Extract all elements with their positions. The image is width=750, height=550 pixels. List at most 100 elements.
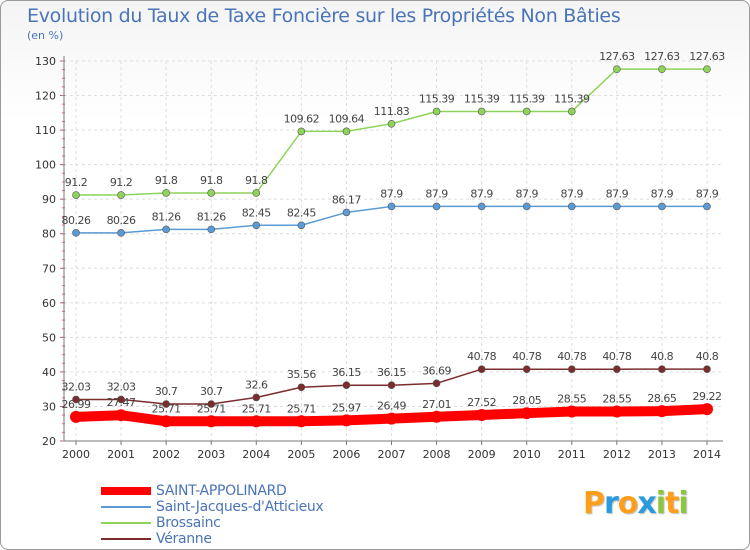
data-point — [342, 208, 351, 217]
data-point — [342, 381, 351, 390]
data-point — [475, 409, 488, 422]
data-point — [160, 415, 173, 428]
data-label: 127.63 — [599, 50, 635, 63]
data-label: 36.15 — [332, 366, 361, 379]
chart-subtitle: (en %) — [27, 29, 64, 42]
legend-label: Brossainc — [156, 515, 221, 531]
data-label: 111.83 — [374, 105, 410, 118]
data-point — [703, 202, 711, 211]
y-tick-label: 50 — [42, 331, 56, 344]
data-label: 30.7 — [200, 385, 223, 398]
data-point — [70, 410, 82, 423]
data-point — [610, 405, 623, 418]
data-point — [207, 400, 216, 408]
data-point — [703, 65, 711, 73]
x-tick-label: 2005 — [287, 448, 315, 461]
data-point — [613, 65, 621, 73]
data-point — [117, 395, 125, 404]
data-label: 115.39 — [509, 92, 545, 105]
y-tick-label: 70 — [42, 262, 56, 275]
data-label: 27.47 — [107, 396, 136, 409]
data-point — [205, 415, 218, 428]
x-tick-label: 2001 — [107, 448, 135, 461]
x-tick-label: 2004 — [242, 448, 270, 461]
data-label: 27.52 — [467, 396, 496, 409]
data-point — [567, 202, 576, 211]
x-tick-label: 2014 — [693, 448, 721, 461]
data-label: 91.2 — [110, 176, 133, 189]
data-label: 28.05 — [512, 394, 541, 407]
data-point — [115, 409, 128, 422]
x-tick-label: 2012 — [603, 448, 631, 461]
data-label: 127.63 — [644, 50, 680, 63]
data-label: 28.55 — [602, 392, 631, 405]
legend-swatch — [101, 538, 151, 540]
axes: 20 30 40 50 60 70 80 90 100 110 120 130 2000 2001 2002… — [35, 55, 723, 461]
data-point — [207, 189, 216, 197]
data-label: 87.9 — [561, 187, 584, 200]
y-tick-label: 40 — [42, 366, 56, 379]
data-label: 25.71 — [242, 402, 271, 415]
data-point — [342, 127, 351, 136]
data-label: 36.15 — [377, 366, 406, 379]
data-label: 91.8 — [155, 174, 178, 187]
data-point — [567, 365, 576, 374]
x-tick-label: 2009 — [468, 448, 496, 461]
data-point — [658, 202, 666, 211]
data-point — [117, 229, 125, 237]
data-point — [385, 412, 398, 425]
y-tick-label: 60 — [42, 297, 56, 310]
data-label: 109.64 — [329, 112, 365, 125]
x-tick-label: 2006 — [332, 448, 360, 461]
data-point — [477, 107, 486, 116]
data-label: 91.8 — [245, 174, 268, 187]
data-point — [432, 379, 441, 388]
data-label: 25.97 — [332, 401, 361, 414]
data-point — [701, 403, 713, 416]
data-point — [522, 107, 531, 116]
data-point — [72, 395, 80, 404]
data-label: 26.49 — [377, 400, 406, 413]
data-label: 40.78 — [512, 350, 541, 363]
logo-letter: o — [617, 486, 639, 521]
y-tick-label: 130 — [35, 55, 56, 68]
logo-letter: i — [655, 486, 666, 521]
data-label: 115.39 — [464, 92, 500, 105]
data-label: 91.2 — [65, 176, 88, 189]
data-label: 28.55 — [557, 392, 586, 405]
data-label: 26.99 — [62, 398, 91, 411]
data-point — [252, 189, 261, 197]
legend-swatch — [101, 522, 151, 524]
data-label: 91.8 — [200, 174, 223, 187]
data-label: 115.39 — [419, 92, 455, 105]
data-point — [477, 365, 486, 374]
chart-title: Evolution du Taux de Taxe Foncière sur l… — [27, 5, 621, 27]
data-point — [520, 407, 533, 420]
data-point — [340, 414, 353, 427]
data-point — [250, 415, 263, 428]
data-point — [252, 221, 261, 230]
data-label: 81.26 — [197, 210, 226, 223]
data-point — [522, 202, 531, 211]
data-label: 86.17 — [332, 193, 361, 206]
data-point — [565, 405, 578, 418]
data-point — [613, 202, 621, 211]
data-point — [295, 415, 308, 428]
y-tick-label: 80 — [42, 228, 56, 241]
data-label: 82.45 — [287, 206, 316, 219]
data-label: 80.26 — [107, 214, 136, 227]
y-tick-label: 30 — [42, 400, 56, 413]
data-point — [387, 381, 396, 390]
data-label: 40.8 — [651, 350, 674, 363]
data-point — [613, 365, 621, 374]
x-tick-label: 2010 — [513, 448, 541, 461]
x-tick-label: 2008 — [423, 448, 451, 461]
data-label: 27.01 — [422, 398, 451, 411]
data-label: 87.9 — [651, 187, 674, 200]
data-label: 40.78 — [557, 350, 586, 363]
data-point — [117, 191, 125, 199]
x-tick-label: 2003 — [197, 448, 225, 461]
proxiti-logo: Proxiti — [583, 486, 689, 521]
x-tick-label: 2000 — [62, 448, 90, 461]
